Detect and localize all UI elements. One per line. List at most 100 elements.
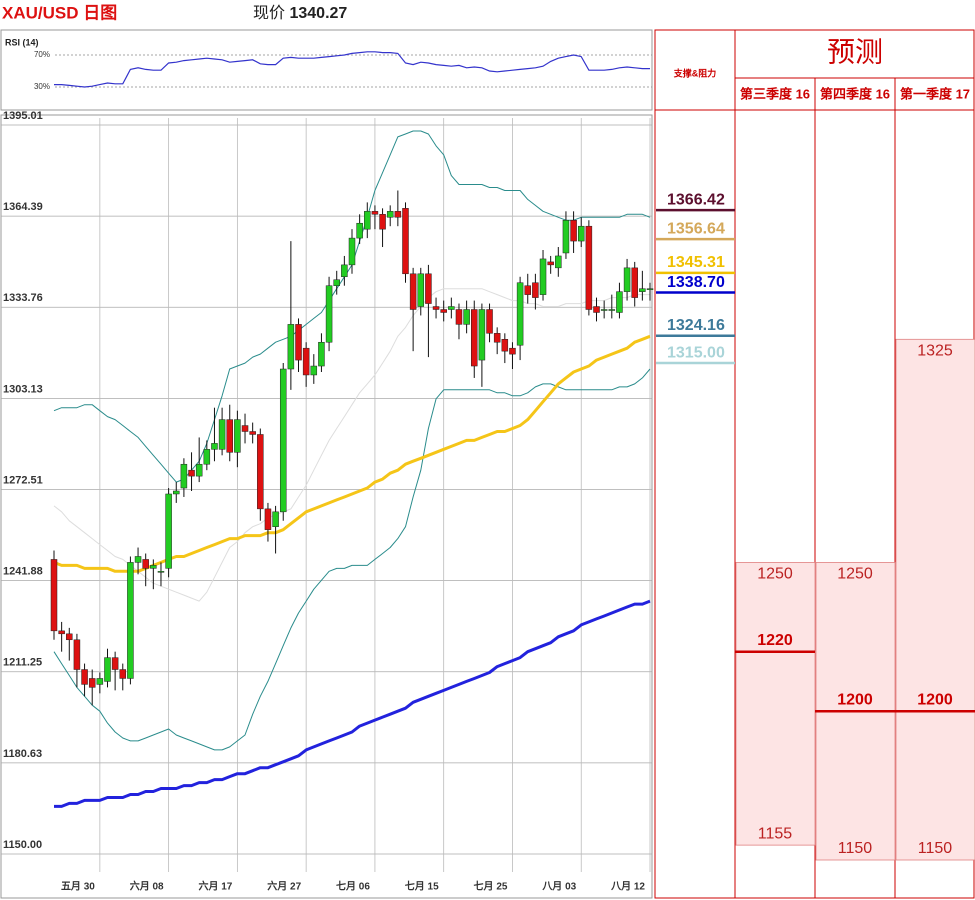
- level-label: 1366.42: [667, 191, 725, 208]
- candle-body: [195, 463, 203, 477]
- candle-body: [226, 419, 233, 453]
- candle-body: [425, 273, 432, 304]
- candle-body: [371, 211, 379, 215]
- candle-body: [96, 678, 104, 685]
- rsi-frame: [0, 29, 653, 111]
- candle-body: [516, 282, 524, 346]
- candle-body: [509, 347, 516, 355]
- candle-body: [341, 264, 348, 278]
- candle-body: [318, 341, 325, 367]
- candle-body: [333, 279, 340, 286]
- candle-body: [501, 339, 509, 352]
- candle-body: [58, 630, 65, 635]
- y-tick-label: 1241.88: [3, 566, 43, 578]
- forecast-range: [735, 562, 816, 846]
- candle-body: [180, 463, 188, 489]
- candle-body: [585, 225, 593, 310]
- candle-body: [264, 508, 272, 530]
- candle-body: [524, 285, 531, 295]
- level-label: 1345.31: [667, 254, 725, 271]
- overlay-line: [54, 599, 651, 808]
- candle-body: [81, 669, 88, 685]
- candle-body: [234, 419, 241, 453]
- forecast-title: 预测: [827, 37, 883, 68]
- candle-body: [50, 559, 58, 632]
- candle-body: [432, 306, 440, 310]
- candle-body: [448, 306, 455, 310]
- candle-body: [66, 633, 73, 641]
- candle-body: [88, 678, 96, 688]
- candle-body: [417, 273, 425, 307]
- level-label: 1338.70: [667, 274, 725, 291]
- candle-body: [134, 556, 142, 563]
- candle-body: [287, 324, 295, 370]
- x-tick-label: 七月 06: [336, 880, 370, 893]
- candle-body: [157, 571, 165, 573]
- candle-body: [203, 449, 211, 465]
- candle-body: [218, 419, 226, 450]
- candle-body: [302, 347, 310, 376]
- price-label: 现价: [253, 5, 285, 22]
- candle-body: [379, 214, 386, 230]
- forecast-target-label: 1220: [757, 632, 793, 649]
- sr-header: 支撑&阻力: [673, 67, 717, 78]
- candle-body: [272, 511, 279, 527]
- y-tick-label: 1364.39: [3, 201, 43, 213]
- candle-body: [623, 267, 631, 292]
- forecast-high: 1325: [917, 343, 953, 360]
- rsi-title: RSI (14): [5, 37, 39, 47]
- price-value: 1340.27: [289, 5, 347, 22]
- x-tick-label: 六月 17: [198, 880, 232, 893]
- y-tick-label: 1333.76: [3, 292, 43, 304]
- candle-body: [562, 219, 570, 254]
- candle-body: [119, 669, 127, 679]
- forecast-target-label: 1200: [837, 691, 873, 708]
- candle-body: [348, 237, 356, 266]
- candle-body: [386, 211, 394, 218]
- candle-body: [249, 431, 256, 435]
- candle-body: [111, 657, 119, 670]
- forecast-low: 1150: [918, 840, 953, 857]
- candle-body: [532, 282, 539, 298]
- y-tick-label: 1395.01: [3, 110, 43, 122]
- column-header: 第三季度 16: [740, 86, 810, 101]
- column-header: 第四季度 16: [820, 86, 890, 101]
- candle-body: [356, 222, 363, 239]
- x-tick-label: 七月 15: [405, 880, 439, 893]
- x-tick-label: 六月 08: [130, 880, 164, 893]
- candle-body: [608, 309, 616, 311]
- y-tick-label: 1272.51: [3, 474, 43, 486]
- x-tick-label: 七月 25: [474, 880, 508, 893]
- current-price: 现价 1340.27: [253, 5, 347, 22]
- column-header: 第一季度 17: [900, 86, 970, 101]
- rsi-line: [54, 51, 650, 88]
- y-tick-label: 1180.63: [3, 748, 42, 760]
- candle-body: [646, 288, 654, 290]
- candle-body: [486, 309, 493, 334]
- candle-body: [364, 211, 371, 230]
- x-tick-label: 六月 27: [267, 880, 301, 893]
- forecast-target-label: 1200: [917, 691, 953, 708]
- level-label: 1315.00: [667, 344, 725, 361]
- candle-body: [73, 639, 81, 670]
- level-label: 1356.64: [667, 220, 725, 237]
- candle-body: [173, 490, 180, 495]
- candle-body: [555, 255, 562, 269]
- candle-body: [127, 562, 134, 679]
- candle-body: [402, 208, 409, 275]
- chart-title: XAU/USD 日图: [2, 3, 117, 22]
- candle-body: [165, 493, 172, 569]
- main-frame: [0, 114, 653, 899]
- level-label: 1324.16: [667, 317, 725, 334]
- candle-body: [455, 309, 463, 325]
- candle-body: [310, 365, 318, 376]
- candle-body: [257, 434, 264, 510]
- overlay-line: [53, 368, 651, 751]
- candle-body: [150, 565, 157, 569]
- candle-body: [142, 559, 149, 569]
- candle-body: [409, 273, 417, 310]
- rsi-tick-label: 70%: [34, 50, 50, 59]
- candle-body: [600, 309, 608, 311]
- y-tick-label: 1211.25: [3, 657, 42, 669]
- rsi-tick-label: 30%: [34, 82, 50, 91]
